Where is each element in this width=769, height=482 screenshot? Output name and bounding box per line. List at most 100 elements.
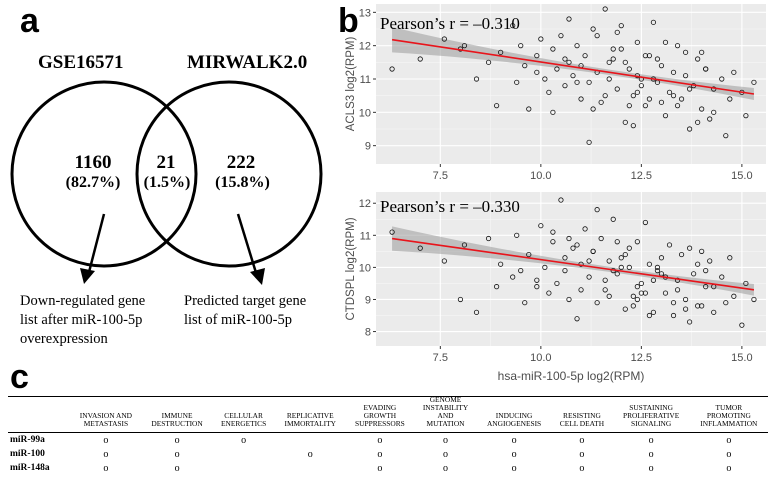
- table-cell: [212, 447, 274, 461]
- data-point: [606, 258, 612, 264]
- data-point: [614, 29, 620, 35]
- y-tick-label: 9: [365, 294, 371, 306]
- data-point: [743, 113, 749, 119]
- column-header-line: CELL DEATH: [559, 419, 605, 428]
- data-point: [642, 219, 648, 226]
- data-point: [699, 248, 705, 254]
- data-point: [594, 300, 600, 306]
- data-point: [610, 216, 616, 222]
- panel-label-b: b: [338, 2, 359, 40]
- data-point: [522, 300, 528, 306]
- data-point: [590, 248, 596, 254]
- data-point: [731, 293, 737, 299]
- data-point: [634, 284, 640, 290]
- table-cell: o: [648, 448, 654, 460]
- data-point: [695, 119, 701, 125]
- table-cell: o: [511, 462, 517, 474]
- data-point: [590, 106, 596, 112]
- data-point: [727, 96, 733, 102]
- table-cell: o: [174, 448, 180, 460]
- data-point: [666, 89, 673, 95]
- data-point: [441, 36, 447, 42]
- data-point: [570, 73, 576, 79]
- data-point: [719, 274, 725, 280]
- table-column-header: SUSTAINING PROLIFERATIVE SIGNALING: [613, 396, 690, 433]
- data-point: [626, 103, 632, 109]
- data-point: [610, 56, 616, 62]
- table-cell: o: [174, 462, 180, 474]
- data-point: [682, 306, 689, 312]
- data-point: [622, 59, 628, 65]
- venn-diagram: [10, 80, 323, 285]
- y-tick-label: 13: [359, 7, 371, 19]
- data-point: [441, 258, 447, 264]
- column-header-line: TUMOR: [715, 403, 743, 412]
- panel-label-a: a: [20, 2, 39, 40]
- data-point: [542, 76, 548, 82]
- data-point: [570, 245, 576, 251]
- data-point: [498, 261, 504, 267]
- data-point: [554, 280, 560, 287]
- venn-left-arrow: [80, 213, 106, 284]
- data-point: [658, 99, 665, 105]
- regression-line: [391, 38, 755, 95]
- data-point: [614, 239, 620, 245]
- data-point: [618, 46, 624, 52]
- data-point: [461, 242, 468, 248]
- data-point: [650, 309, 657, 315]
- table-column-header: GENOME INSTABILITY AND MUTATION: [414, 396, 477, 433]
- data-point: [417, 56, 423, 62]
- data-point: [602, 287, 608, 293]
- data-point: [566, 59, 572, 65]
- table-cell: o: [241, 434, 247, 446]
- data-point: [678, 251, 685, 258]
- column-header-line: CELLULAR: [224, 411, 263, 420]
- data-point: [646, 261, 653, 267]
- data-point: [461, 43, 468, 49]
- data-point: [554, 66, 560, 72]
- data-point: [682, 73, 689, 79]
- data-point: [534, 69, 540, 75]
- table-header-empty: [8, 396, 70, 433]
- y-tick-label: 8: [365, 327, 371, 339]
- data-point: [562, 268, 568, 274]
- data-point: [494, 103, 500, 109]
- data-point: [578, 261, 584, 267]
- table-cell: o: [648, 434, 654, 446]
- data-point: [534, 284, 540, 290]
- y-tick-label: 9: [365, 141, 371, 153]
- data-point: [703, 268, 709, 274]
- table-cell: o: [443, 462, 448, 474]
- table-cell: o: [307, 448, 313, 460]
- data-point: [574, 79, 580, 85]
- data-point: [674, 287, 681, 293]
- column-header-line: SIGNALING: [631, 419, 672, 428]
- data-point: [514, 79, 520, 85]
- y-axis-label: CTDSPL log2(RPM): [345, 217, 357, 320]
- data-point: [457, 296, 464, 303]
- column-header-line: RESISTING: [563, 411, 601, 420]
- data-point: [682, 296, 689, 303]
- column-header-line: INSTABILITY: [422, 403, 469, 412]
- data-point: [590, 26, 596, 32]
- data-point: [526, 106, 532, 112]
- scatter-plot-acls3: 9 10 11 12 13 7.5 10.0 12.5 15.0 ACLS3 log2(RPM): [345, 4, 766, 182]
- table-top-rule: [8, 396, 768, 397]
- data-point: [566, 296, 572, 303]
- data-point: [622, 251, 628, 258]
- data-point: [510, 23, 516, 29]
- data-point: [670, 312, 677, 319]
- data-point: [485, 59, 492, 65]
- data-point: [602, 93, 608, 99]
- data-point: [538, 223, 544, 229]
- row-name: miR-99a: [10, 435, 45, 445]
- data-point: [562, 255, 568, 261]
- column-header-line: EVADING: [363, 403, 397, 412]
- y-tick-label: 11: [360, 74, 371, 86]
- data-point: [723, 300, 729, 306]
- data-point: [638, 280, 644, 287]
- data-point: [498, 49, 504, 55]
- venn-left-note: Down-regulated gene list after miR-100-5…: [20, 292, 145, 349]
- x-tick-label: 15.0: [731, 352, 752, 364]
- column-header-line: GROWTH: [363, 411, 397, 420]
